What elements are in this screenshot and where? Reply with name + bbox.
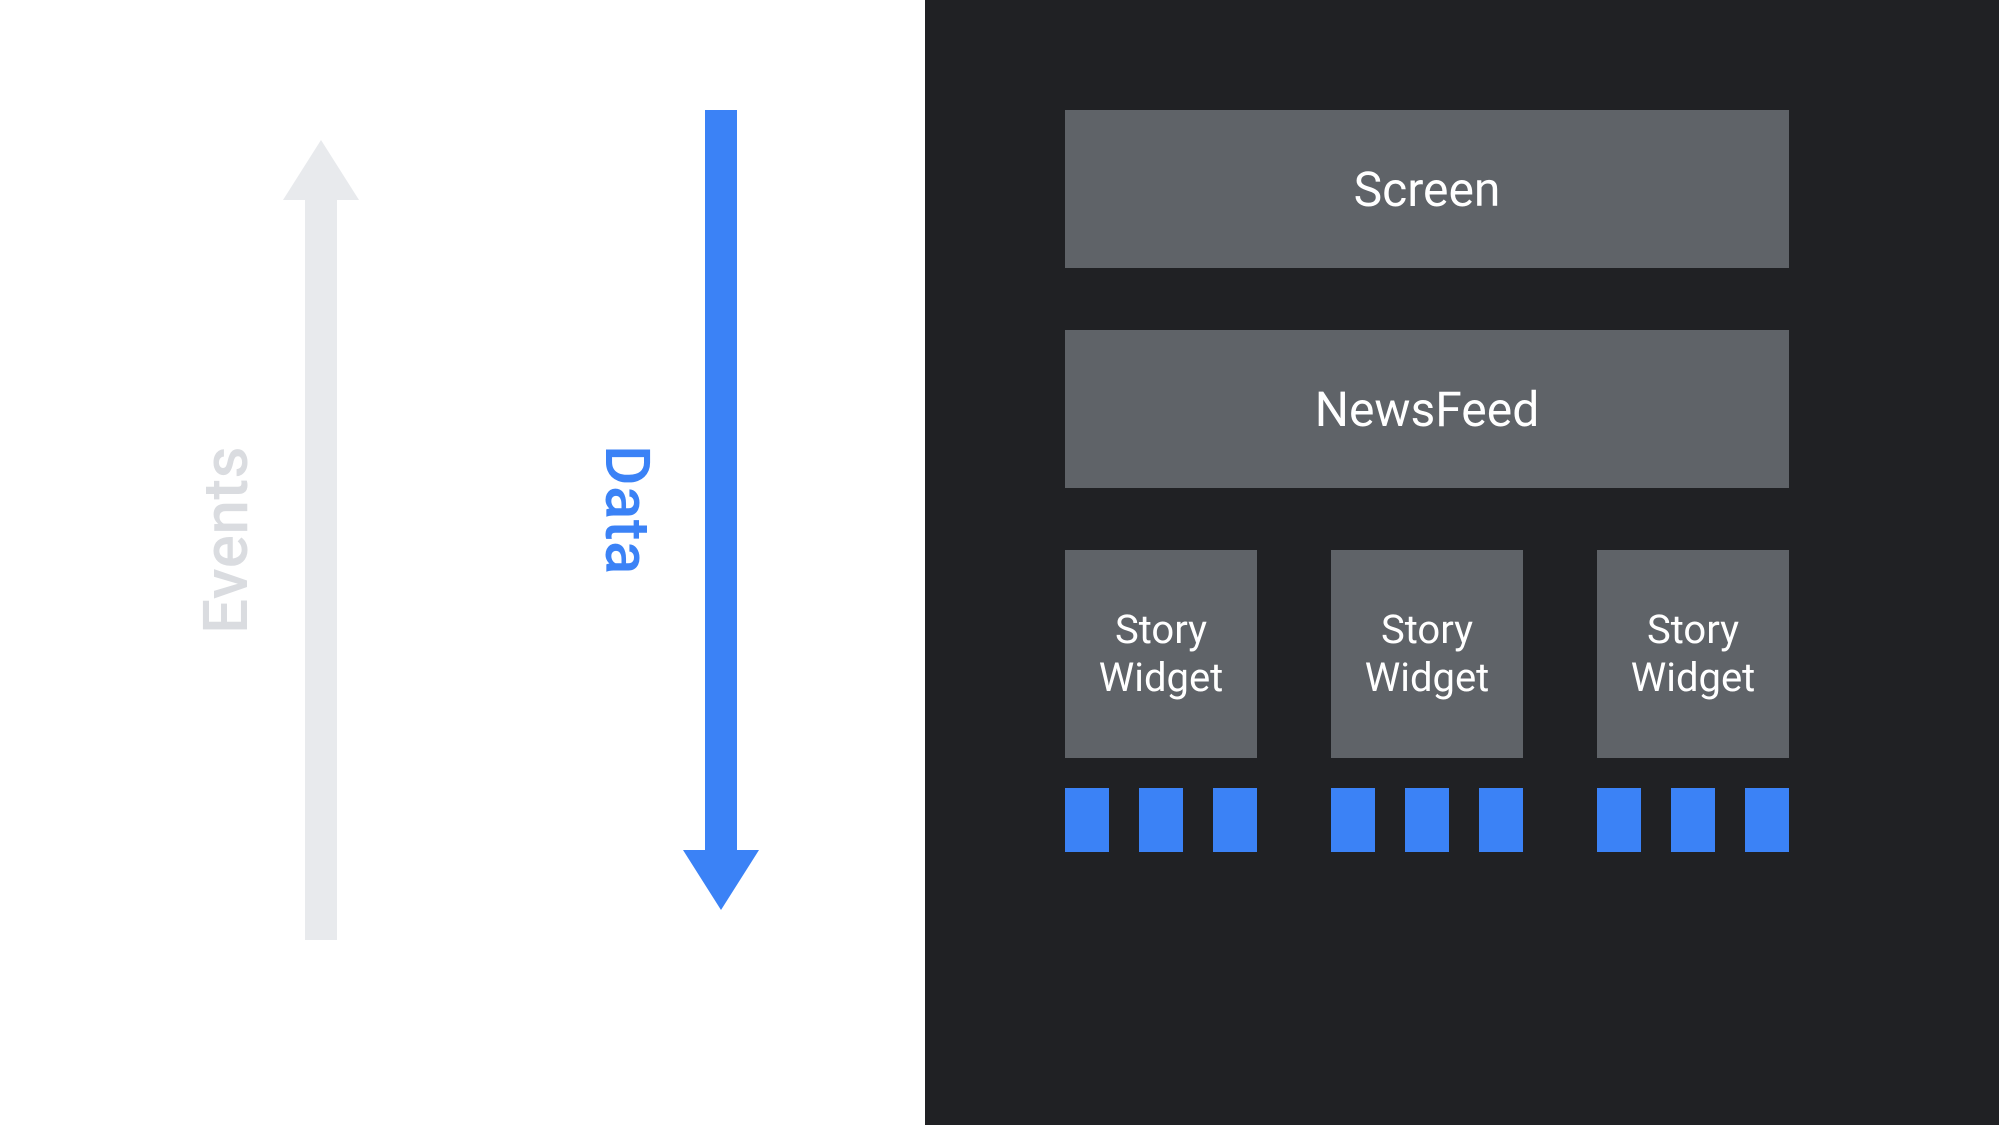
left-flow-panel: Events Data <box>0 0 925 1125</box>
story-widget-node: Story Widget <box>1331 550 1523 758</box>
diagram-canvas: Events Data Screen NewsFeed Story Widget… <box>0 0 1999 1125</box>
arrow-down-icon <box>683 110 759 910</box>
story-widget-node: Story Widget <box>1597 550 1789 758</box>
leaf-node <box>1065 788 1109 852</box>
leaf-node <box>1213 788 1257 852</box>
events-label: Events <box>190 446 263 634</box>
right-hierarchy-panel: Screen NewsFeed Story WidgetStory Widget… <box>925 0 1999 1125</box>
story-widget-row: Story Widget Story Widget Story Widget <box>1065 550 1789 758</box>
screen-node: Screen <box>1065 110 1789 268</box>
leaf-node <box>1405 788 1449 852</box>
newsfeed-node: NewsFeed <box>1065 330 1789 488</box>
data-label: Data <box>590 445 663 575</box>
events-flow-group: Events <box>190 140 359 940</box>
newsfeed-label: NewsFeed <box>1315 381 1540 438</box>
leaf-node <box>1745 788 1789 852</box>
screen-label: Screen <box>1354 161 1501 218</box>
leaf-triplet <box>1331 788 1523 852</box>
leaf-node <box>1671 788 1715 852</box>
leaf-node <box>1597 788 1641 852</box>
story-widget-node: Story Widget <box>1065 550 1257 758</box>
leaf-node <box>1331 788 1375 852</box>
leaf-node <box>1139 788 1183 852</box>
leaf-node <box>1479 788 1523 852</box>
component-hierarchy: Screen NewsFeed Story WidgetStory Widget… <box>1065 110 1789 852</box>
leaf-row <box>1065 788 1789 852</box>
arrow-up-icon <box>283 140 359 940</box>
leaf-triplet <box>1065 788 1257 852</box>
data-flow-group: Data <box>590 110 759 910</box>
leaf-triplet <box>1597 788 1789 852</box>
